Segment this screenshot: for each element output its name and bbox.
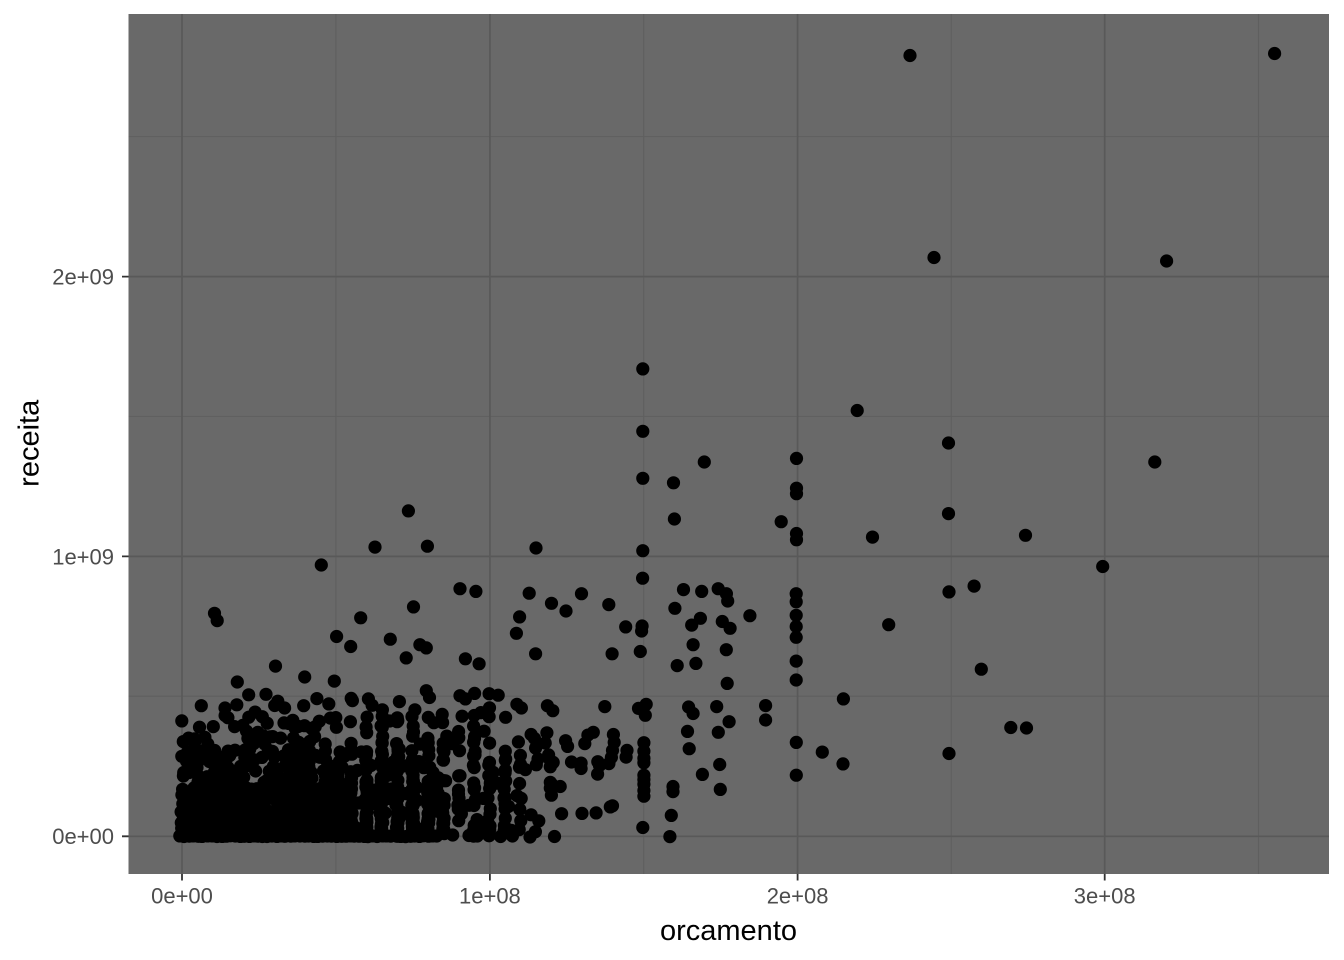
svg-text:0e+00: 0e+00 [151, 883, 213, 908]
svg-text:2e+08: 2e+08 [767, 883, 829, 908]
svg-text:2e+09: 2e+09 [52, 265, 114, 290]
svg-text:1e+09: 1e+09 [52, 544, 114, 569]
svg-text:orcamento: orcamento [660, 915, 797, 947]
svg-text:3e+08: 3e+08 [1074, 883, 1136, 908]
svg-text:receita: receita [13, 399, 45, 487]
svg-text:0e+00: 0e+00 [52, 824, 114, 849]
svg-text:1e+08: 1e+08 [459, 883, 521, 908]
